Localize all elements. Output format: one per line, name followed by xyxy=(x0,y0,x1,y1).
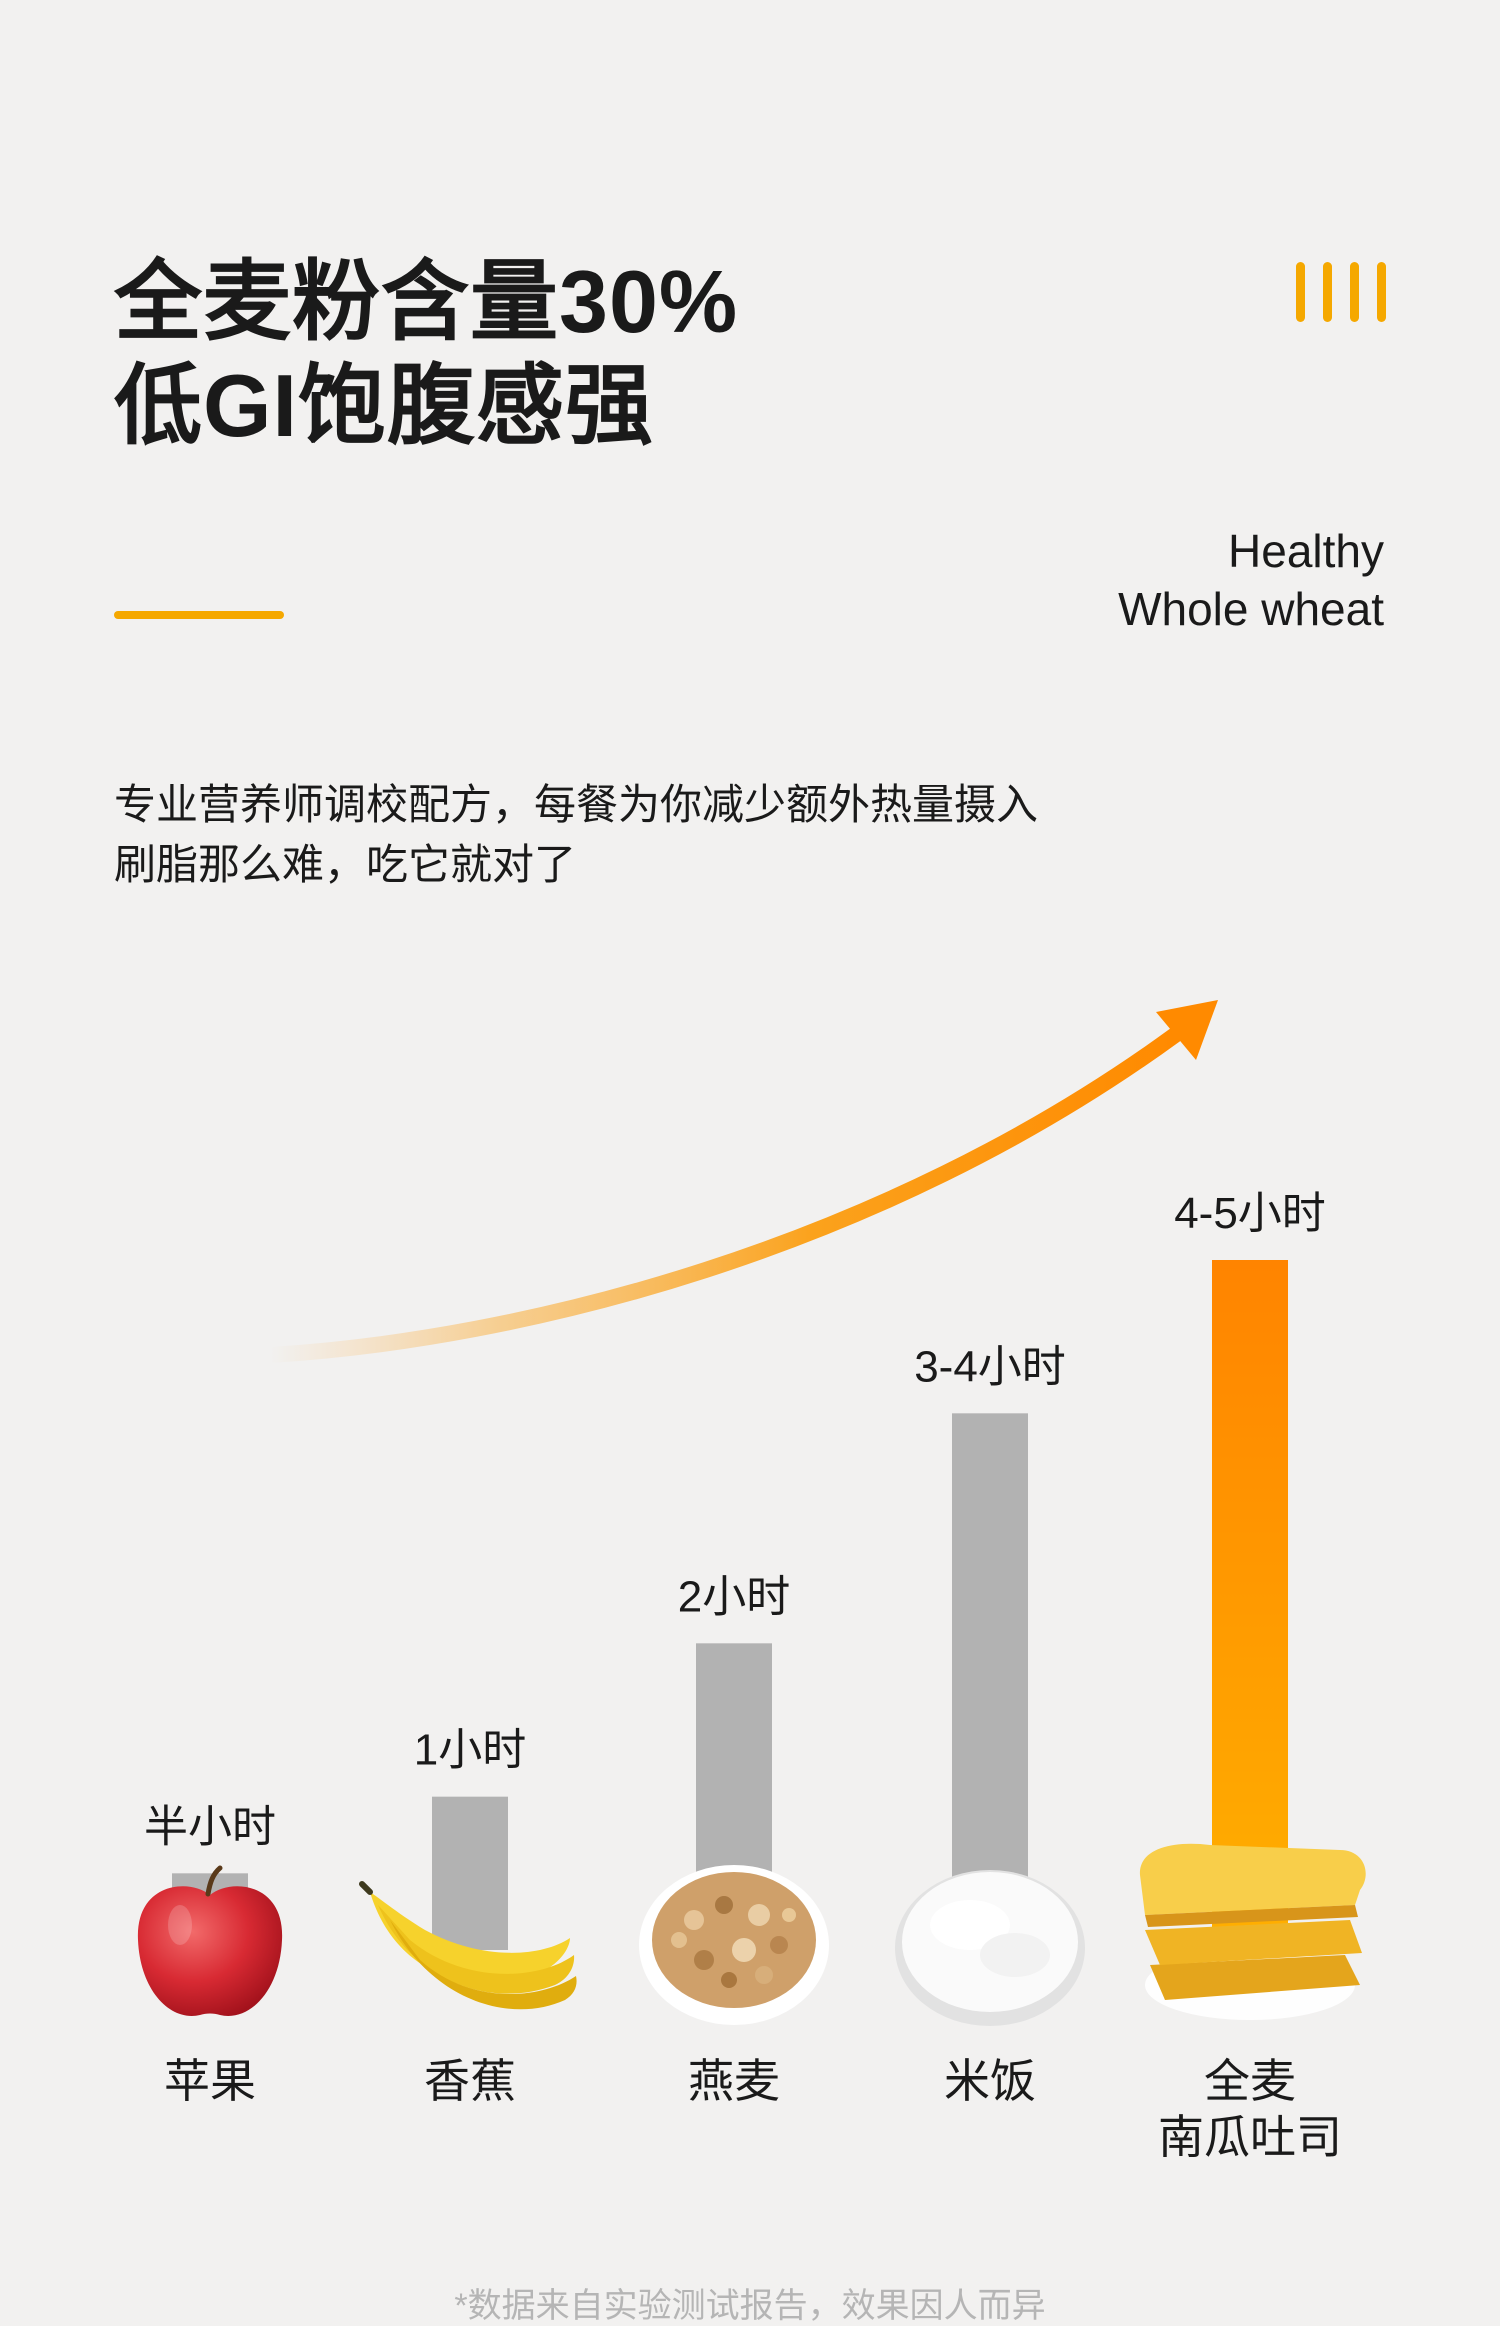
title-line-2: 低GI饱腹感强 xyxy=(114,356,654,455)
bar-value-label: 半小时 xyxy=(144,1802,276,1851)
category-label: 香蕉 xyxy=(424,2055,516,2107)
bar-4 xyxy=(952,1413,1028,1950)
pumpkin-toast-icon xyxy=(1139,1843,1366,2020)
stripes-decoration-icon xyxy=(1296,262,1386,322)
rice-icon xyxy=(895,1870,1085,2026)
bar-2 xyxy=(432,1796,508,1950)
banana-icon xyxy=(359,1881,577,2010)
bars-layer xyxy=(172,1260,1288,1950)
icons-layer xyxy=(137,1843,1366,2026)
footnote: *数据来自实验测试报告，效果因人而异 xyxy=(454,2287,1046,2325)
category-label: 燕麦 xyxy=(688,2055,780,2107)
bar-5 xyxy=(1212,1260,1288,1950)
bar-value-label: 1小时 xyxy=(414,1726,526,1775)
category-label: 南瓜吐司 xyxy=(1158,2111,1342,2163)
trend-arrow-head xyxy=(1156,1000,1218,1060)
category-label: 米饭 xyxy=(944,2055,1036,2107)
bar-value-label: 4-5小时 xyxy=(1174,1189,1326,1238)
category-label: 苹果 xyxy=(164,2055,256,2107)
bar-value-label: 2小时 xyxy=(678,1572,790,1621)
description-line-1: 专业营养师调校配方，每餐为你减少额外热量摄入 xyxy=(114,781,1039,828)
trend-arrow-line xyxy=(262,1027,1183,1363)
page-title: 全麦粉含量30% 低GI饱腹感强 xyxy=(114,250,738,458)
title-line-1: 全麦粉含量30% xyxy=(114,252,739,351)
oats-icon xyxy=(639,1865,829,2025)
english-line-1: Healthy xyxy=(1228,525,1384,577)
bar-value-label: 3-4小时 xyxy=(914,1342,1066,1391)
description: 专业营养师调校配方，每餐为你减少额外热量摄入 刷脂那么难，吃它就对了 xyxy=(114,775,1038,895)
english-subtitle: Healthy Whole wheat xyxy=(1118,522,1384,638)
english-line-2: Whole wheat xyxy=(1118,583,1384,635)
category-label: 全麦 xyxy=(1204,2055,1296,2107)
accent-divider xyxy=(114,611,284,619)
description-line-2: 刷脂那么难，吃它就对了 xyxy=(114,841,577,888)
apple-icon xyxy=(137,1865,283,2016)
